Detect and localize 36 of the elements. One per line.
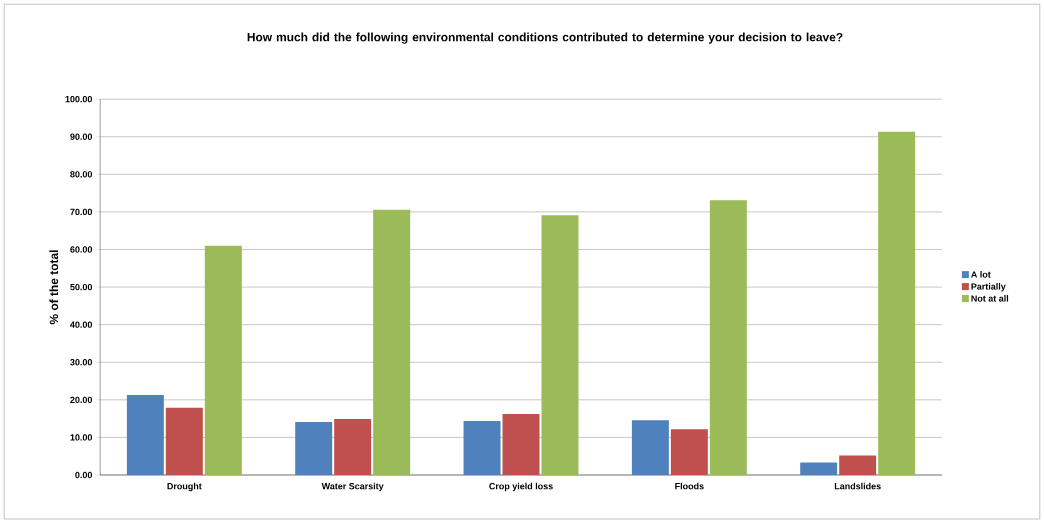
bar bbox=[295, 421, 333, 475]
bar bbox=[631, 420, 669, 475]
legend-label: A lot bbox=[971, 271, 991, 278]
bar bbox=[878, 131, 916, 475]
y-tick-label: 10.00 bbox=[70, 434, 93, 441]
bar bbox=[839, 455, 877, 475]
y-tick-label: 30.00 bbox=[70, 358, 93, 366]
bar bbox=[800, 462, 838, 475]
bar bbox=[165, 407, 203, 475]
bar bbox=[204, 245, 242, 475]
bar bbox=[541, 215, 579, 475]
bar bbox=[709, 200, 747, 475]
x-tick-label: Landslides bbox=[834, 482, 881, 490]
bar bbox=[126, 394, 164, 475]
y-tick-label: 80.00 bbox=[70, 171, 93, 178]
y-tick-label: 0.00 bbox=[75, 471, 93, 479]
y-axis-title: % of the total bbox=[49, 250, 59, 325]
chart-title: How much did the following environmental conditions contributed to determine your decision to leave? bbox=[247, 32, 843, 44]
bar bbox=[373, 209, 411, 475]
x-tick-label: Floods bbox=[675, 482, 704, 490]
x-tick-label: Crop yield loss bbox=[489, 482, 553, 492]
y-tick-label: 90.00 bbox=[70, 133, 93, 140]
legend-label: Partially bbox=[971, 282, 1006, 292]
bar bbox=[463, 420, 501, 475]
y-tick-label: 60.00 bbox=[70, 246, 93, 253]
y-tick-label: 100.00 bbox=[65, 95, 93, 103]
bar bbox=[334, 418, 372, 475]
bar bbox=[670, 429, 708, 475]
y-tick-label: 20.00 bbox=[70, 396, 93, 403]
x-tick-label: Drought bbox=[167, 482, 202, 492]
x-tick-label: Water Scarsity bbox=[321, 482, 384, 492]
bar bbox=[502, 414, 540, 475]
y-tick-label: 70.00 bbox=[70, 208, 93, 215]
y-tick-label: 50.00 bbox=[70, 283, 93, 291]
y-tick-label: 40.00 bbox=[70, 321, 93, 328]
legend-label: Not at all bbox=[971, 294, 1009, 302]
